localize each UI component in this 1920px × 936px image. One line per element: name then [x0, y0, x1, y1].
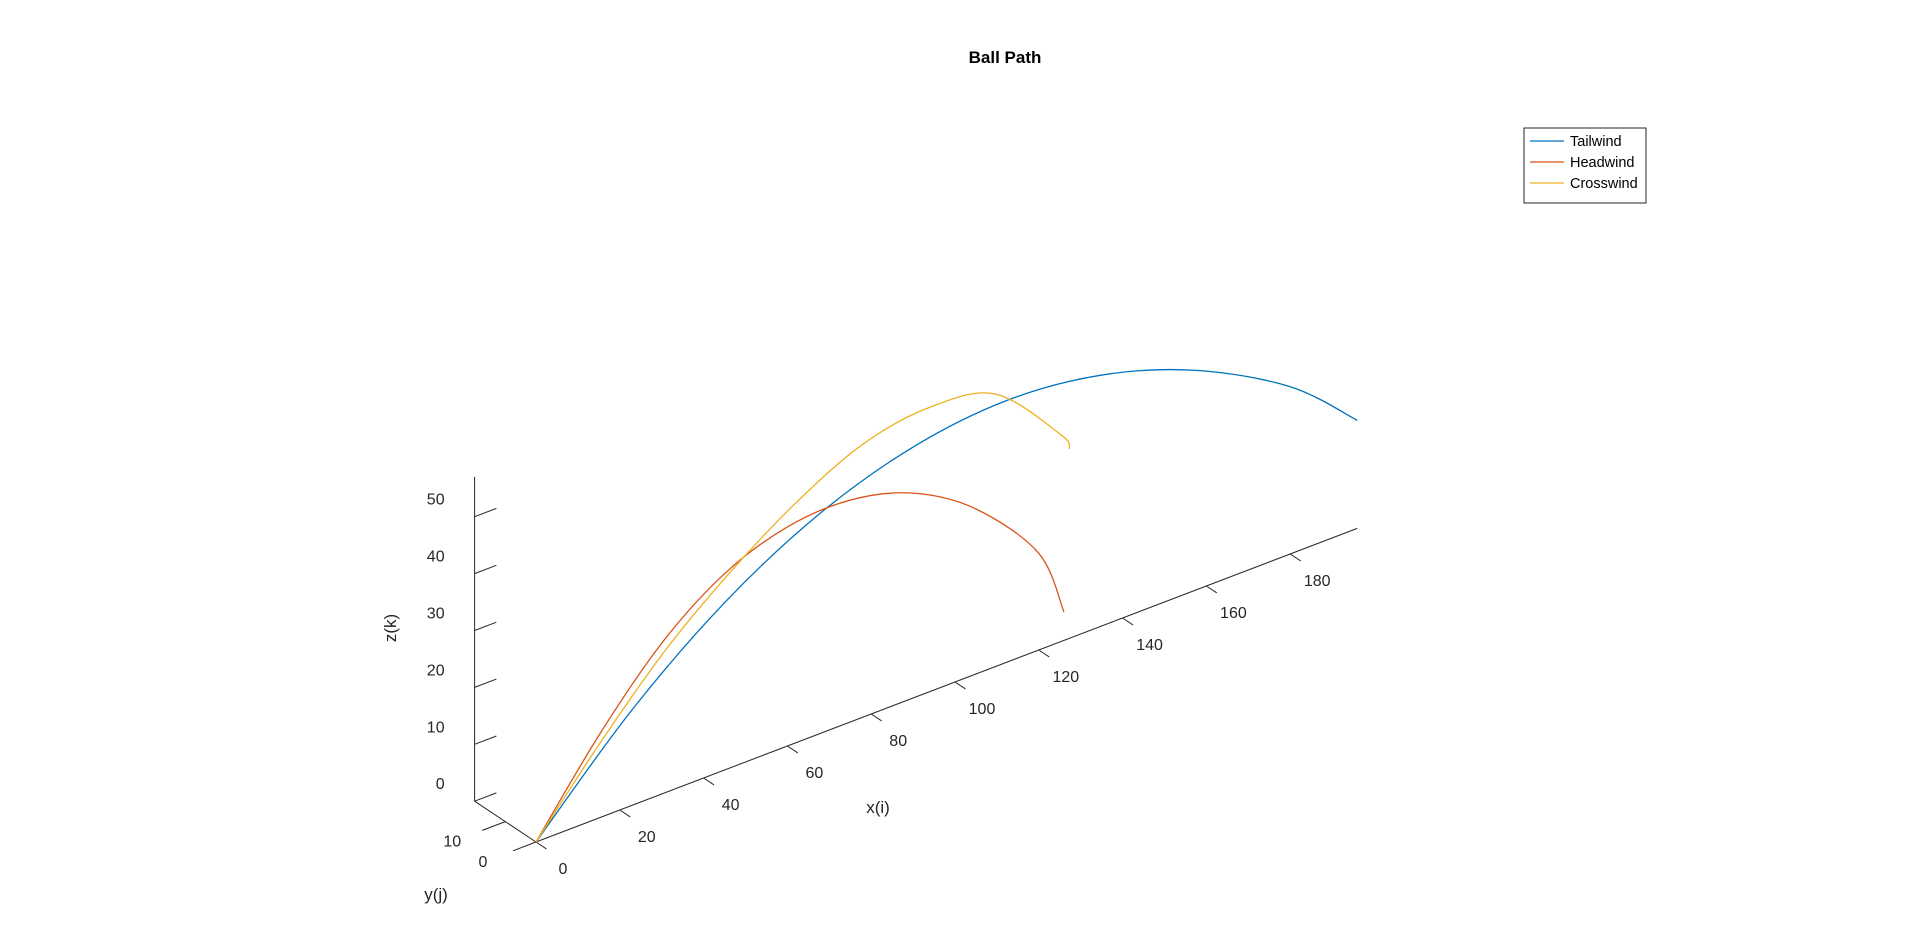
- x-tick-label: 20: [638, 829, 656, 846]
- series-line-tailwind: [535, 368, 1358, 843]
- x-tick-label: 40: [722, 797, 740, 814]
- x-tick-label: 80: [889, 733, 907, 750]
- y-tick: [482, 821, 506, 831]
- z-tick-label: 20: [427, 662, 445, 679]
- legend-label-tailwind: Tailwind: [1570, 134, 1622, 150]
- z-tick-label: 50: [427, 492, 445, 509]
- z-tick-label: 0: [436, 776, 445, 793]
- z-tick-label: 30: [427, 606, 445, 623]
- x-tick: [1289, 553, 1301, 562]
- z-tick: [474, 678, 497, 688]
- z-tick: [474, 507, 497, 518]
- y-tick-label: 0: [479, 854, 488, 871]
- x-tick-label: 120: [1052, 669, 1079, 686]
- x-tick: [619, 809, 631, 818]
- z-tick: [474, 621, 497, 631]
- series-line-crosswind: [535, 392, 1071, 843]
- z-tick: [474, 735, 497, 745]
- legend-label-crosswind: Crosswind: [1570, 176, 1638, 192]
- x-tick: [1206, 585, 1218, 594]
- x-tick: [787, 745, 799, 754]
- z-tick: [474, 792, 497, 802]
- x-tick: [870, 713, 882, 722]
- x-tick: [703, 777, 715, 786]
- x-tick-label: 0: [559, 861, 568, 878]
- x-tick-label: 60: [806, 765, 824, 782]
- x-tick-label: 180: [1304, 573, 1331, 590]
- x-tick: [954, 681, 966, 690]
- x-tick: [1038, 649, 1050, 658]
- chart-title: Ball Path: [969, 48, 1042, 67]
- x-axis-line: [535, 527, 1358, 843]
- x-tick: [535, 841, 547, 850]
- x-tick-label: 160: [1220, 605, 1247, 622]
- z-tick-label: 40: [427, 549, 445, 566]
- z-tick: [474, 564, 497, 575]
- y-tick: [512, 841, 537, 852]
- x-axis-label: x(i): [866, 798, 890, 817]
- z-tick-label: 10: [427, 719, 445, 736]
- y-axis-label: y(j): [424, 885, 448, 904]
- x-tick-label: 100: [969, 701, 996, 718]
- x-tick: [1122, 617, 1134, 626]
- z-axis-label: z(k): [381, 614, 400, 642]
- legend-label-headwind: Headwind: [1570, 155, 1635, 171]
- x-tick-label: 140: [1136, 637, 1163, 654]
- plot-lines: [535, 368, 1358, 843]
- y-tick-label: 10: [443, 833, 461, 850]
- series-line-headwind: [535, 492, 1065, 843]
- legend: Tailwind Headwind Crosswind: [1523, 127, 1647, 204]
